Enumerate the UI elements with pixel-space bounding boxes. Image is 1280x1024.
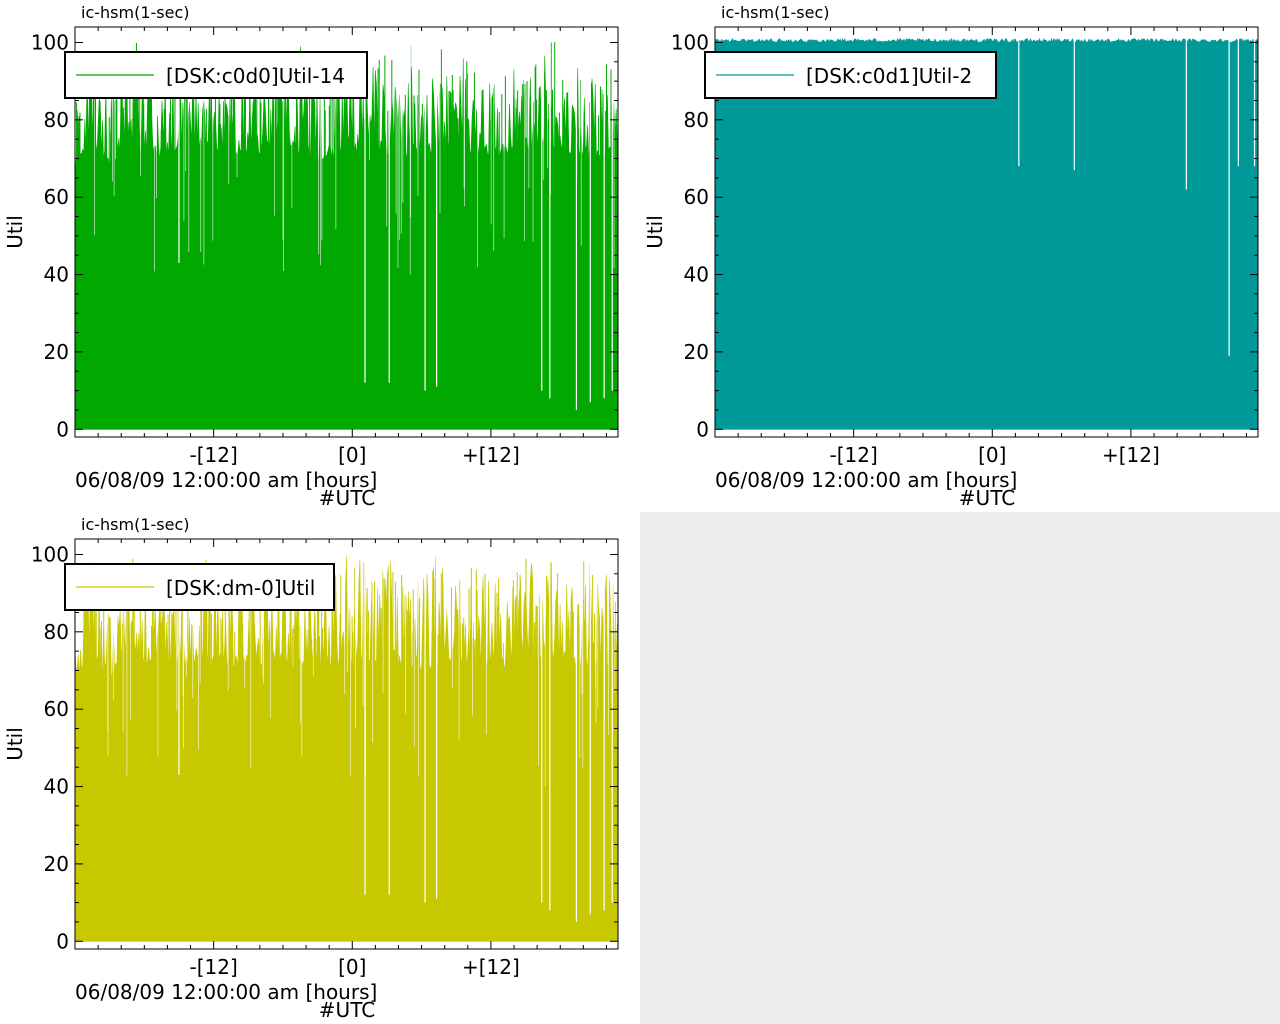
series-fill [715,37,1258,430]
y-tick-label: 100 [671,30,709,54]
legend-label: [DSK:dm-0]Util [166,576,315,600]
plot-area [75,539,618,942]
x-tick-label: +[12] [1102,443,1160,467]
chart-panel-3: ic-hsm(1-sec) 0 20 40 60 80 100 -[12] [0] +[12] Ut… [0,512,640,1024]
x-axis-label: 06/08/09 12:00:00 am [hours] [75,980,377,1004]
y-tick-label: 100 [31,542,69,566]
legend: [DSK:c0d0]Util-14 [64,51,368,99]
y-tick-label: 0 [696,417,709,441]
plot-frame [714,26,1259,438]
x-axis-label: 06/08/09 12:00:00 am [hours] [715,468,1017,492]
y-tick-label: 40 [44,775,69,799]
legend-label: [DSK:c0d1]Util-2 [806,64,972,88]
chart-title: ic-hsm(1-sec) [81,515,190,534]
chart-title: ic-hsm(1-sec) [81,3,190,22]
x-tick-label: [0] [978,443,1006,467]
y-tick-label: 0 [56,417,69,441]
chart-svg-2: ic-hsm(1-sec) 0 20 40 60 80 100 -[12] [0] +[12] Ut… [643,3,1259,510]
chart-svg-1: ic-hsm(1-sec) 0 20 40 60 80 100 -[12] [0] +[12] Ut… [3,3,619,510]
x-tick-label: -[12] [189,955,237,979]
chart-panel-1: ic-hsm(1-sec) 0 20 40 60 80 100 -[12] [0] +[12] Ut… [0,0,640,512]
y-tick-label: 100 [31,30,69,54]
y-tick-label: 80 [684,108,709,132]
y-tick-label: 0 [56,929,69,953]
x-axis-timezone-label: #UTC [959,486,1015,510]
legend-label: [DSK:c0d0]Util-14 [166,64,345,88]
x-tick-label: [0] [338,955,366,979]
chart-title: ic-hsm(1-sec) [721,3,830,22]
x-tick-label: -[12] [829,443,877,467]
y-axis-label: Util [3,727,27,761]
y-tick-label: 80 [44,108,69,132]
y-axis-label: Util [3,215,27,249]
plot-frame [74,538,619,950]
y-tick-label: 60 [44,697,69,721]
y-tick-label: 20 [684,340,709,364]
empty-panel [640,512,1280,1024]
plot-frame [74,26,619,438]
y-tick-label: 60 [684,185,709,209]
y-tick-label: 20 [44,340,69,364]
x-tick-label: +[12] [462,955,520,979]
plot-area [715,27,1258,430]
y-tick-label: 40 [684,263,709,287]
y-tick-label: 60 [44,185,69,209]
chart-svg-3: ic-hsm(1-sec) 0 20 40 60 80 100 -[12] [0] +[12] Ut… [3,515,619,1022]
x-tick-label: [0] [338,443,366,467]
plot-area [75,27,618,430]
y-axis-label: Util [643,215,667,249]
x-tick-label: +[12] [462,443,520,467]
y-tick-label: 40 [44,263,69,287]
legend: [DSK:c0d1]Util-2 [704,51,997,99]
y-tick-label: 20 [44,852,69,876]
legend: [DSK:dm-0]Util [64,563,335,611]
y-tick-label: 80 [44,620,69,644]
x-axis-timezone-label: #UTC [319,998,375,1022]
chart-panel-2: ic-hsm(1-sec) 0 20 40 60 80 100 -[12] [0] +[12] Ut… [640,0,1280,512]
x-tick-label: -[12] [189,443,237,467]
x-axis-timezone-label: #UTC [319,486,375,510]
legend-box [704,51,997,99]
x-axis-label: 06/08/09 12:00:00 am [hours] [75,468,377,492]
